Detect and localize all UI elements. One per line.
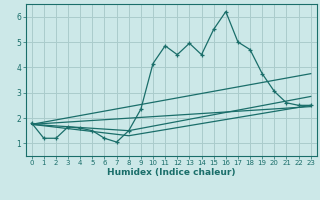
X-axis label: Humidex (Indice chaleur): Humidex (Indice chaleur) <box>107 168 236 177</box>
